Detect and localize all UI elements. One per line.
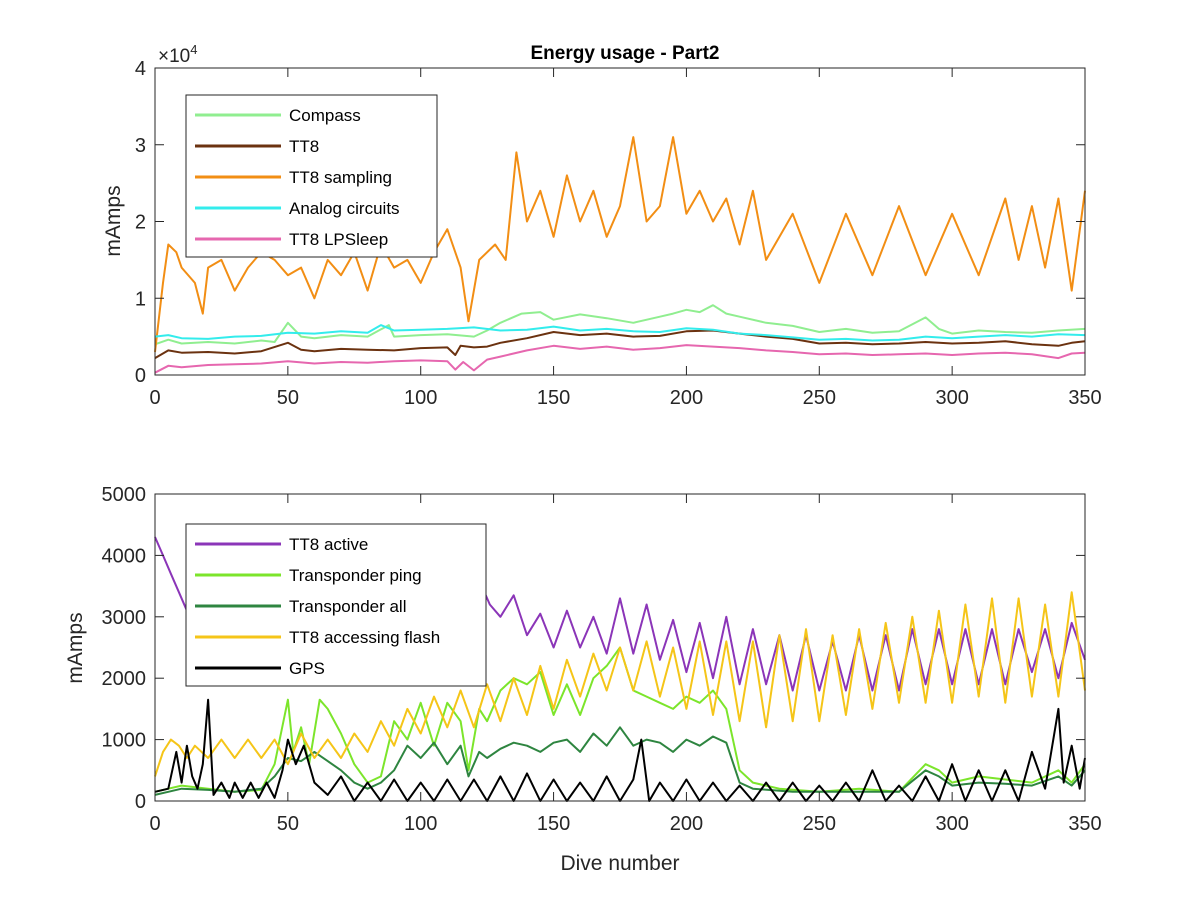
- bottom-y-tick-label: 4000: [102, 545, 147, 567]
- top-y-ticks: 0 1 2 3 4: [135, 58, 1085, 387]
- top-legend-label: TT8 LPSleep: [289, 230, 388, 249]
- bottom-series-line-gps: [154, 698, 1086, 802]
- bottom-plot-frame: [154, 493, 1086, 802]
- bottom-y-tick-label: 0: [135, 791, 146, 813]
- figure-title: Energy usage - Part2: [530, 43, 719, 64]
- bottom-y-tick-label: 2000: [102, 668, 147, 690]
- bottom-y-tick-label: 3000: [102, 607, 147, 629]
- bottom-y-axis-label: mAmps: [64, 612, 87, 683]
- bottom-legend-label: Transponder all: [289, 597, 407, 616]
- top-x-ticks: 0 50 100 150 200 250 300 350: [149, 68, 1102, 409]
- top-legend: Compass TT8 TT8 sampling Analog circuits TT8…: [185, 94, 438, 258]
- bottom-x-tick-label: 0: [149, 813, 160, 835]
- top-y-exponent-power: 4: [190, 42, 197, 57]
- bottom-series-line-tt8-active: [154, 536, 1086, 692]
- top-legend-label: Analog circuits: [289, 199, 400, 218]
- bottom-legend-label: TT8 active: [289, 535, 368, 554]
- top-x-tick-label: 300: [935, 387, 968, 409]
- bottom-legend-box: [185, 523, 487, 687]
- bottom-y-tick-label: 5000: [102, 484, 147, 506]
- bottom-y-ticks: 0 1000 2000 3000 4000 5000: [102, 484, 1085, 813]
- bottom-y-tick-label: 1000: [102, 730, 147, 752]
- top-x-tick-label: 350: [1068, 387, 1101, 409]
- bottom-x-tick-label: 50: [277, 813, 299, 835]
- top-legend-label: TT8 sampling: [289, 168, 392, 187]
- top-y-tick-label: 3: [135, 135, 146, 157]
- top-y-tick-label: 2: [135, 212, 146, 234]
- bottom-x-tick-label: 300: [935, 813, 968, 835]
- top-y-axis-label: mAmps: [102, 185, 125, 256]
- top-x-tick-label: 100: [404, 387, 437, 409]
- top-legend-label: TT8: [289, 137, 319, 156]
- bottom-legend-label: Transponder ping: [289, 566, 422, 585]
- top-y-tick-label: 1: [135, 288, 146, 310]
- bottom-legend-label: TT8 accessing flash: [289, 628, 440, 647]
- top-x-tick-label: 150: [537, 387, 570, 409]
- bottom-x-tick-label: 150: [537, 813, 570, 835]
- top-x-tick-label: 0: [149, 387, 160, 409]
- top-series-line-tt8: [154, 329, 1086, 359]
- top-legend-label: Compass: [289, 106, 361, 125]
- bottom-series-group: [154, 536, 1086, 802]
- bottom-legend: TT8 active Transponder ping Transponder al…: [185, 523, 487, 687]
- top-x-tick-label: 50: [277, 387, 299, 409]
- top-y-tick-label: 4: [135, 58, 146, 80]
- bottom-x-ticks: 0 50 100 150 200 250 300 350: [149, 494, 1102, 835]
- bottom-x-tick-label: 100: [404, 813, 437, 835]
- bottom-x-tick-label: 200: [670, 813, 703, 835]
- bottom-legend-label: GPS: [289, 659, 325, 678]
- bottom-series-line-tt8-accessing-flash: [154, 591, 1086, 777]
- bottom-x-tick-label: 250: [803, 813, 836, 835]
- top-x-tick-label: 200: [670, 387, 703, 409]
- bottom-x-axis-label: Dive number: [560, 852, 679, 875]
- top-series-line-tt8-lpsleep: [154, 344, 1086, 374]
- top-y-tick-label: 0: [135, 365, 146, 387]
- top-series-line-analog-circuits: [154, 324, 1086, 342]
- top-series-line-compass: [154, 304, 1086, 346]
- bottom-x-tick-label: 350: [1068, 813, 1101, 835]
- top-y-exponent: ×104: [158, 42, 197, 67]
- top-y-exponent-base: ×10: [158, 46, 190, 67]
- bottom-subplot: 0 50 100 150 200 250 300 350 0 1000 2000 3000 4000 5…: [64, 484, 1102, 875]
- top-x-tick-label: 250: [803, 387, 836, 409]
